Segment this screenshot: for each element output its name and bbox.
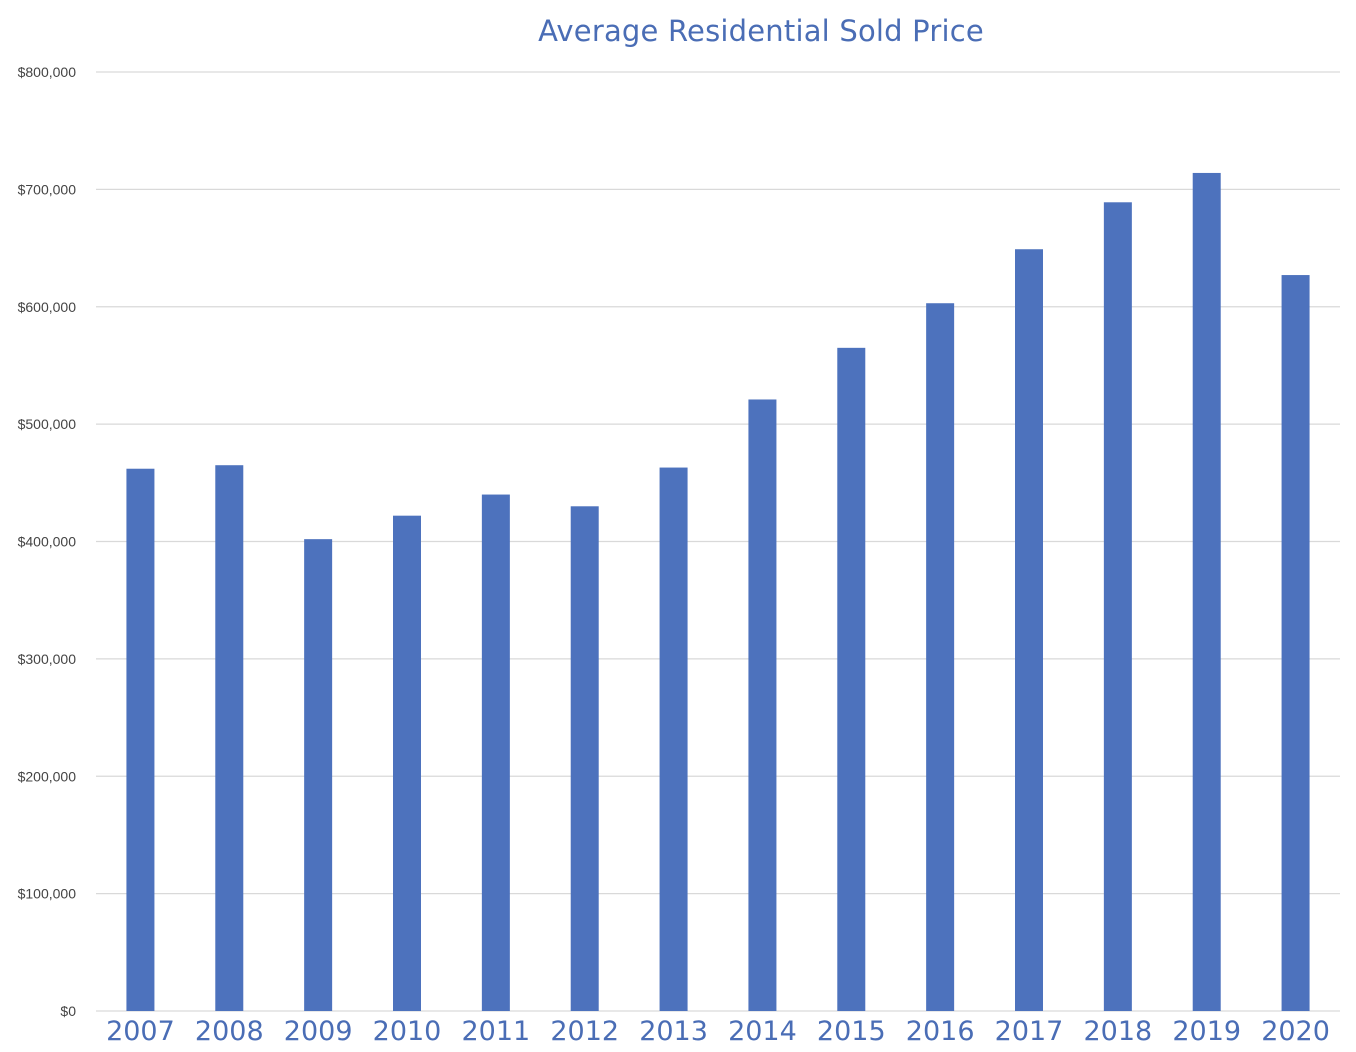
y-tick-label: $800,000 <box>18 64 77 80</box>
bar-2009 <box>304 539 333 1011</box>
x-tick-label: 2014 <box>728 1016 797 1047</box>
y-tick-label: $500,000 <box>18 416 77 432</box>
y-tick-label: $300,000 <box>18 651 77 667</box>
x-tick-label: 2017 <box>995 1016 1064 1047</box>
bar-2012 <box>570 506 599 1011</box>
bars <box>126 172 1310 1012</box>
bar-2007 <box>126 468 155 1011</box>
x-tick-label: 2019 <box>1172 1016 1241 1047</box>
bar-2020 <box>1281 275 1310 1012</box>
x-axis-ticks: 2007 2008 2009 2010 2011 2012 2013 2014 2015 2016… <box>106 1016 1330 1047</box>
bar-2019 <box>1192 172 1221 1011</box>
x-tick-label: 2008 <box>195 1016 264 1047</box>
x-tick-label: 2010 <box>373 1016 442 1047</box>
bar-2018 <box>1103 202 1132 1011</box>
x-tick-label: 2018 <box>1083 1016 1152 1047</box>
x-tick-label: 2016 <box>906 1016 975 1047</box>
x-tick-label: 2011 <box>461 1016 530 1047</box>
bar-2010 <box>393 515 421 1011</box>
x-tick-label: 2013 <box>639 1016 708 1047</box>
bar-2008 <box>215 465 244 1011</box>
y-tick-label: $0 <box>60 1003 76 1019</box>
y-tick-label: $700,000 <box>18 181 77 197</box>
bar-2014 <box>748 399 777 1011</box>
bar-2013 <box>659 467 688 1012</box>
bar-2011 <box>481 494 510 1011</box>
x-tick-label: 2015 <box>817 1016 886 1047</box>
x-tick-label: 2020 <box>1261 1016 1330 1047</box>
y-tick-label: $100,000 <box>18 886 77 902</box>
x-tick-label: 2012 <box>550 1016 619 1047</box>
y-tick-label: $600,000 <box>18 299 77 315</box>
x-tick-label: 2007 <box>106 1016 175 1047</box>
chart-title: Average Residential Sold Price <box>538 14 984 48</box>
y-tick-label: $200,000 <box>18 768 77 784</box>
y-axis-ticks: $0 $100,000 $200,000 $300,000 $400,000 $500,0… <box>18 64 77 1019</box>
bar-2015 <box>837 347 866 1011</box>
bar-2016 <box>926 303 955 1011</box>
bar-2017 <box>1015 249 1043 1011</box>
gridlines <box>96 71 1340 1012</box>
x-tick-label: 2009 <box>284 1016 353 1047</box>
y-tick-label: $400,000 <box>18 534 77 550</box>
